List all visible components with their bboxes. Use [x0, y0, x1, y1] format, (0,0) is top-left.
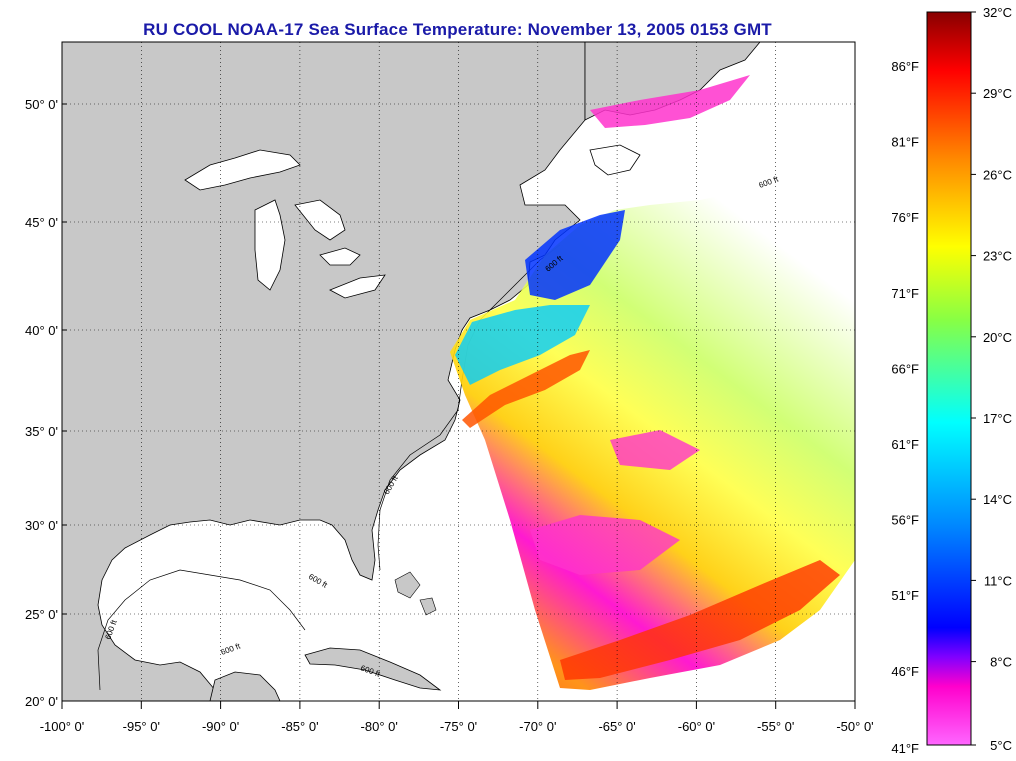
lon-label: -50° 0' [836, 719, 873, 734]
fahrenheit-label: 66°F [891, 361, 919, 376]
fahrenheit-label: 81°F [891, 135, 919, 150]
lon-label: -90° 0' [202, 719, 239, 734]
northeast-magenta [590, 75, 750, 128]
celsius-label: 20°C [983, 330, 1012, 345]
fahrenheit-label: 51°F [891, 588, 919, 603]
lon-label: -100° 0' [40, 719, 85, 734]
map-title: RU COOL NOAA-17 Sea Surface Temperature:… [143, 20, 772, 39]
lon-label: -70° 0' [519, 719, 556, 734]
cuba [304, 647, 442, 691]
gulf-stream [462, 350, 590, 428]
lon-label: -80° 0' [361, 719, 398, 734]
fahrenheit-scale: 86°F 81°F 76°F 71°F 66°F 61°F 56°F 51°F 46°F 41°F [891, 59, 919, 756]
yucatan [209, 671, 281, 701]
latitude-labels: 50° 0' 45° 0' 40° 0' 35° 0' 30° 0' 25° 0' 20° … [25, 97, 67, 709]
colorbar [926, 11, 972, 746]
cyan-shelf-water [455, 305, 590, 385]
celsius-label: 17°C [983, 411, 1012, 426]
fahrenheit-label: 76°F [891, 210, 919, 225]
lat-label: 30° 0' [25, 518, 58, 533]
lat-label: 20° 0' [25, 694, 58, 709]
lon-label: -65° 0' [598, 719, 635, 734]
lon-label: -95° 0' [123, 719, 160, 734]
lon-label: -85° 0' [281, 719, 318, 734]
lat-label: 45° 0' [25, 215, 58, 230]
celsius-label: 14°C [983, 492, 1012, 507]
celsius-label: 11°C [984, 573, 1012, 588]
lat-label: 40° 0' [25, 323, 58, 338]
lon-label: -75° 0' [440, 719, 477, 734]
fahrenheit-label: 61°F [891, 437, 919, 452]
lat-label: 50° 0' [25, 97, 58, 112]
shelf-contour [97, 244, 561, 691]
fahrenheit-label: 71°F [891, 286, 919, 301]
great-lakes [184, 149, 386, 299]
celsius-label: 26°C [983, 167, 1012, 182]
cold-shelf-water [525, 210, 625, 300]
lon-label: -60° 0' [678, 719, 715, 734]
longitude-labels: -100° 0' -95° 0' -90° 0' -85° 0' -80° 0' -75°… [40, 701, 874, 734]
lat-label: 35° 0' [25, 424, 58, 439]
fahrenheit-label: 86°F [891, 59, 919, 74]
lon-label: -55° 0' [757, 719, 794, 734]
celsius-label: 29°C [983, 86, 1012, 101]
celsius-label: 5°C [990, 738, 1012, 753]
fahrenheit-label: 46°F [891, 664, 919, 679]
lat-label: 25° 0' [25, 607, 58, 622]
newfoundland [589, 144, 641, 176]
fahrenheit-label: 56°F [891, 513, 919, 528]
warm-south-band [560, 560, 840, 680]
celsius-scale: 32°C 29°C 26°C 23°C 20°C 17°C 14°C 11°C 8°C 5°C [971, 5, 1012, 753]
fahrenheit-label: 41°F [891, 741, 919, 756]
celsius-label: 8°C [990, 655, 1012, 670]
bahamas [394, 571, 437, 616]
celsius-label: 23°C [983, 249, 1012, 264]
celsius-label: 32°C [983, 5, 1012, 20]
magenta-patch [530, 430, 700, 575]
